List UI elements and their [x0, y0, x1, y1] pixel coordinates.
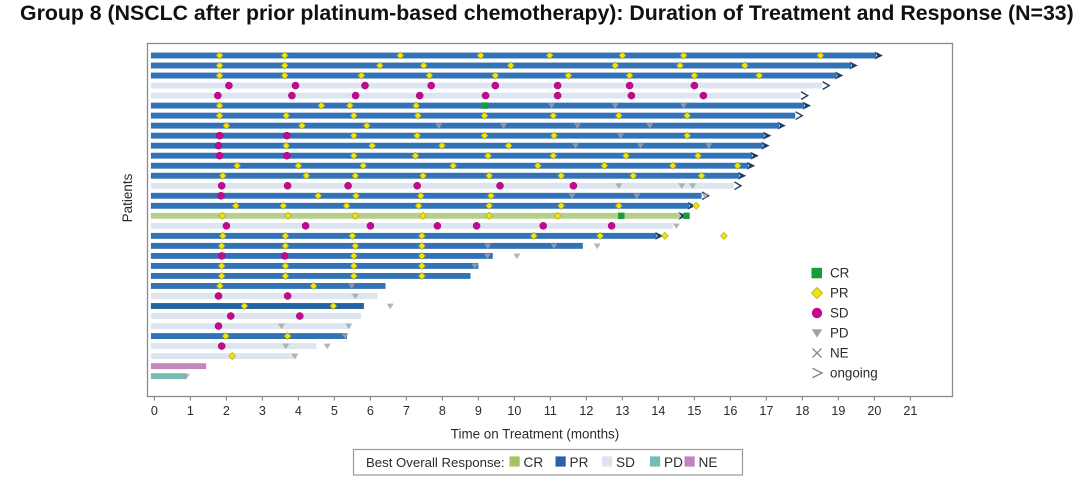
- svg-text:CR: CR: [524, 455, 544, 470]
- svg-text:9: 9: [475, 404, 482, 418]
- svg-text:Time on Treatment (months): Time on Treatment (months): [451, 427, 619, 442]
- svg-text:19: 19: [831, 404, 845, 418]
- svg-text:14: 14: [651, 404, 665, 418]
- svg-text:Patients: Patients: [120, 173, 135, 222]
- svg-text:0: 0: [151, 404, 158, 418]
- svg-text:1: 1: [187, 404, 194, 418]
- svg-text:4: 4: [295, 404, 302, 418]
- svg-text:15: 15: [687, 404, 701, 418]
- svg-text:SD: SD: [830, 306, 849, 321]
- svg-text:21: 21: [903, 404, 917, 418]
- svg-text:6: 6: [367, 404, 374, 418]
- svg-text:NE: NE: [830, 346, 849, 361]
- svg-text:12: 12: [579, 404, 593, 418]
- svg-text:8: 8: [439, 404, 446, 418]
- svg-text:PD: PD: [830, 326, 849, 341]
- svg-text:17: 17: [759, 404, 773, 418]
- svg-text:Best Overall Response:: Best Overall Response:: [366, 455, 505, 470]
- svg-text:PR: PR: [570, 455, 589, 470]
- svg-text:ongoing: ongoing: [830, 366, 878, 381]
- svg-text:2: 2: [223, 404, 230, 418]
- svg-text:PD: PD: [664, 455, 683, 470]
- svg-text:11: 11: [544, 404, 557, 418]
- svg-text:CR: CR: [830, 266, 850, 281]
- svg-text:18: 18: [795, 404, 809, 418]
- svg-text:Group 8 (NSCLC after prior pla: Group 8 (NSCLC after prior platinum-base…: [20, 1, 1074, 25]
- svg-text:3: 3: [259, 404, 266, 418]
- svg-text:7: 7: [403, 404, 410, 418]
- svg-text:13: 13: [615, 404, 629, 418]
- svg-text:16: 16: [723, 404, 737, 418]
- svg-text:SD: SD: [616, 455, 635, 470]
- svg-text:NE: NE: [699, 455, 718, 470]
- svg-text:5: 5: [331, 404, 338, 418]
- svg-text:PR: PR: [830, 286, 849, 301]
- svg-text:10: 10: [507, 404, 521, 418]
- svg-text:20: 20: [867, 404, 881, 418]
